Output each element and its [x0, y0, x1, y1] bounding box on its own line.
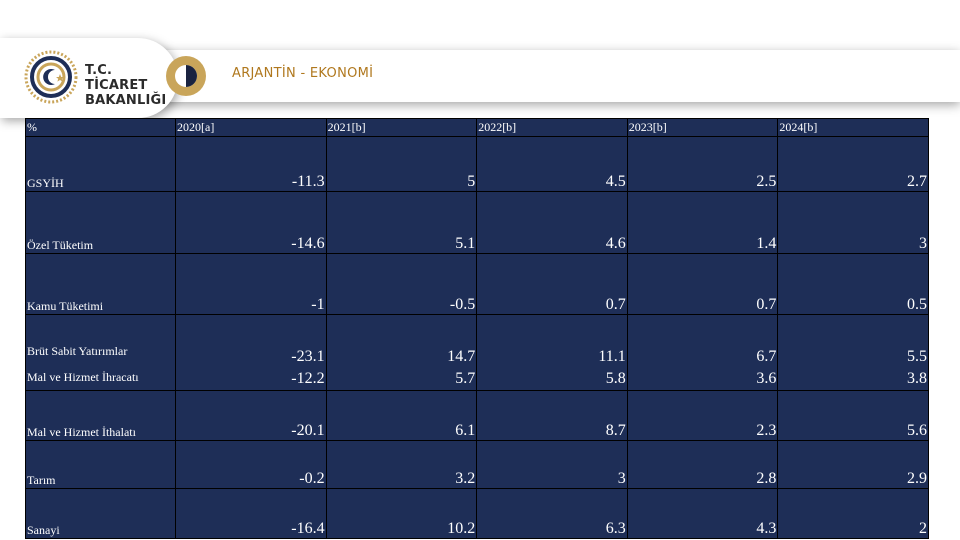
row-label-investment: Brüt Sabit Yatırımlar — [27, 344, 128, 358]
table-cell: 1.4 — [626, 191, 779, 254]
table-row: Özel Tüketim -14.6 5.1 4.6 1.4 3 — [25, 191, 929, 254]
table-value: 5.5 — [906, 348, 927, 365]
table-row: Sanayi -16.4 10.2 6.3 4.3 2 — [25, 488, 929, 539]
table-value: 6.7 — [756, 348, 777, 365]
table-row: GSYİH -11.3 5 4.5 2.5 2.7 — [25, 136, 929, 192]
table-cell: 10.2 — [325, 488, 478, 539]
table-row: Tarım -0.2 3.2 3 2.8 2.9 — [25, 440, 929, 489]
table-cell: -20.1 — [175, 390, 327, 441]
year-header: 2023[b] — [626, 118, 779, 137]
table-cell: 3 — [476, 440, 628, 489]
table-cell: 5.1 — [325, 191, 478, 254]
table-cell: 6.3 — [476, 488, 628, 539]
table-cell: 3 — [777, 191, 929, 254]
table-header-row: % 2020[a] 2021[b] 2022[b] 2023[b] 2024[b… — [25, 118, 929, 137]
ministry-name-line2: BAKANLIĞI — [85, 93, 167, 108]
table-row: Kamu Tüketimi -1 -0.5 0.7 0.7 0.5 — [25, 253, 929, 315]
table-cell: 8.7 — [476, 390, 628, 441]
row-label-exports: Mal ve Hizmet İhracatı — [27, 370, 139, 384]
table-cell: 2.5 — [626, 136, 779, 192]
table-value: 3.8 — [906, 370, 927, 387]
table-cell: 3.2 — [325, 440, 478, 489]
table-cell: 6.7 3.6 — [626, 314, 779, 391]
table-value: 3.6 — [756, 370, 777, 387]
year-header: 2022[b] — [476, 118, 628, 137]
page-title: ARJANTİN - EKONOMİ — [232, 66, 374, 81]
table-cell: 0.5 — [777, 253, 929, 315]
unit-header: % — [25, 118, 176, 137]
table-cell: 0.7 — [476, 253, 628, 315]
table-row: Brüt Sabit Yatırımlar Mal ve Hizmet İhra… — [25, 314, 929, 391]
year-header: 2021[b] — [325, 118, 478, 137]
table-cell: 2 — [777, 488, 929, 539]
table-cell: 0.7 — [626, 253, 779, 315]
row-label: GSYİH — [25, 136, 176, 192]
table-cell: 2.8 — [626, 440, 779, 489]
table-cell: 2.9 — [777, 440, 929, 489]
table-cell: -11.3 — [175, 136, 327, 192]
table-value: 14.7 — [447, 348, 476, 365]
table-cell: 2.3 — [626, 390, 779, 441]
row-label: Tarım — [25, 440, 176, 489]
header-band — [110, 50, 960, 102]
table-cell: -23.1 -12.2 — [175, 314, 327, 391]
table-value: -23.1 — [291, 348, 325, 365]
row-label: Özel Tüketim — [25, 191, 176, 254]
table-cell: 4.6 — [476, 191, 628, 254]
row-label: Kamu Tüketimi — [25, 253, 176, 315]
economy-table: % 2020[a] 2021[b] 2022[b] 2023[b] 2024[b… — [25, 118, 929, 539]
table-cell: 4.5 — [476, 136, 628, 192]
table-cell: -1 — [175, 253, 327, 315]
table-cell: -0.2 — [175, 440, 327, 489]
row-label: Mal ve Hizmet İthalatı — [25, 390, 176, 441]
table-cell: 5 — [325, 136, 478, 192]
row-label: Sanayi — [25, 488, 176, 539]
table-cell: 4.3 — [626, 488, 779, 539]
table-value: -12.2 — [291, 370, 325, 387]
year-header: 2024[b] — [777, 118, 929, 137]
table-cell: 14.7 5.7 — [325, 314, 478, 391]
table-row: Mal ve Hizmet İthalatı -20.1 6.1 8.7 2.3… — [25, 390, 929, 441]
ministry-name: T.C. TİCARET BAKANLIĞI — [85, 63, 175, 108]
year-header: 2020[a] — [175, 118, 327, 137]
ministry-emblem-icon — [24, 50, 78, 104]
table-cell: -0.5 — [325, 253, 478, 315]
table-value: 5.8 — [605, 370, 626, 387]
table-cell: -14.6 — [175, 191, 327, 254]
table-value: 5.7 — [455, 370, 476, 387]
table-cell: 11.1 5.8 — [476, 314, 628, 391]
table-cell: -16.4 — [175, 488, 327, 539]
logo-panel — [0, 38, 178, 118]
ministry-name-line1: T.C. TİCARET — [85, 63, 148, 93]
table-value: 11.1 — [598, 348, 626, 365]
table-cell: 6.1 — [325, 390, 478, 441]
half-circle-icon — [166, 56, 206, 96]
table-cell: 2.7 — [777, 136, 929, 192]
row-label: Brüt Sabit Yatırımlar Mal ve Hizmet İhra… — [25, 314, 176, 391]
table-cell: 5.5 3.8 — [777, 314, 929, 391]
table-cell: 5.6 — [777, 390, 929, 441]
